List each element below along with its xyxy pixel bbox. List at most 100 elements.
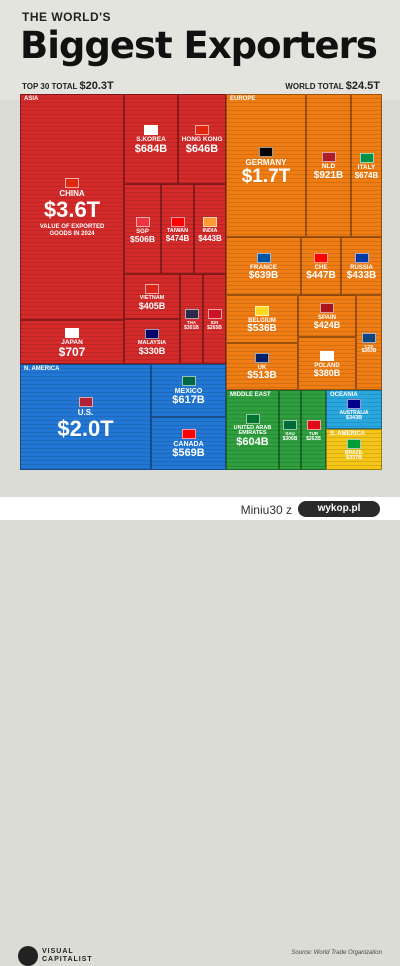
tile-label: ITALY $674B	[352, 153, 381, 180]
flag-canada-icon	[181, 429, 196, 439]
tile-label: AUSTRALIA $343B	[327, 399, 381, 422]
country-name: CANADA	[173, 441, 204, 448]
country-name: JAPAN	[61, 338, 83, 346]
tile-label: THA $301B	[181, 309, 202, 331]
flag-united-arab-emirates-icon	[245, 413, 260, 424]
country-value: $443B	[198, 233, 222, 243]
flag-nld-icon	[321, 152, 336, 162]
brand-line2: CAPITALIST	[42, 955, 93, 963]
country-value: $405B	[138, 300, 166, 311]
country-name: VIETNAM	[139, 295, 165, 301]
country-name: BRAZIL	[344, 450, 364, 456]
wykop-logo-icon: wykop.pl	[298, 501, 380, 517]
tile-malaysia: MALAYSIA $330B	[124, 319, 180, 364]
tile-sau: SAU $306B	[279, 390, 301, 470]
flag-idn-icon	[207, 309, 222, 319]
region-label-n-america: N. AMERICA	[24, 366, 60, 372]
tile-italy: ITALY $674B	[351, 94, 382, 237]
flag-hong-kong-icon	[195, 125, 209, 135]
tile-label: POLAND $380B	[299, 350, 355, 379]
flag-japan-icon	[65, 327, 79, 338]
tile-label: RUSSIA $433B	[342, 252, 381, 282]
country-value: $283B	[361, 348, 377, 355]
flag-mexico-icon	[181, 376, 196, 386]
world-value: $24.5T	[345, 80, 380, 92]
tile-label: CHE $447B	[302, 252, 340, 282]
tile-india: INDIA $443B	[194, 184, 226, 274]
tile-label: CANADA $569B	[152, 429, 225, 460]
country-value: $684B	[134, 142, 168, 155]
country-value: $674B	[354, 170, 379, 180]
country-name: POLAND	[314, 362, 340, 369]
country-name: CZE	[364, 343, 374, 349]
country-name: TAIWAN	[166, 228, 189, 234]
visual-capitalist-logo-icon	[18, 946, 38, 966]
flag-poland-icon	[320, 350, 334, 361]
country-value: $1.7T	[241, 165, 291, 187]
flag-belgium-icon	[255, 305, 269, 316]
tile-spain: SPAIN $424B	[298, 295, 356, 337]
tile-australia: AUSTRALIA $343B	[326, 390, 382, 429]
tile-label: TUR $262B	[302, 420, 325, 442]
tile-russia: RUSSIA $433B	[341, 237, 382, 295]
country-value: $921B	[313, 169, 344, 181]
flag-che-icon	[314, 252, 328, 263]
flag-spain-icon	[320, 303, 334, 313]
tile-germany: GERMANY $1.7T	[226, 94, 306, 237]
country-name: INDIA	[202, 228, 218, 234]
region-label-s-america: S. AMERICA	[330, 431, 366, 437]
country-name: U.S.	[77, 407, 94, 417]
country-name: FRANCE	[249, 263, 278, 271]
tile-sgp: SGP $506B	[124, 184, 161, 274]
tile-label: UNITED ARAB EMIRATES $604B	[227, 413, 278, 449]
tile-brazil: BRAZIL $337B	[326, 429, 382, 470]
flag-australia-icon	[347, 399, 361, 409]
country-name: NLD	[321, 163, 336, 170]
country-value: $330B	[138, 345, 166, 356]
country-value: $639B	[248, 270, 279, 282]
tile-label: GERMANY $1.7T	[227, 146, 305, 187]
region-label-oceania: OCEANIA	[330, 392, 358, 398]
country-name: HONG KONG	[181, 136, 223, 143]
country-value: $433B	[346, 269, 377, 281]
tile-mexico: MEXICO $617B	[151, 364, 226, 417]
tile-label: SPAIN $424B	[299, 303, 355, 331]
tile-label: U.S. $2.0T	[21, 396, 150, 440]
tile-label: MEXICO $617B	[152, 376, 225, 407]
tile-label: VIETNAM $405B	[125, 284, 179, 311]
region-label-asia: ASIA	[24, 96, 39, 102]
tile-cze: CZE $283B	[356, 295, 382, 390]
country-value: $513B	[247, 370, 277, 382]
country-value: $707	[58, 345, 86, 360]
tile-vietnam: VIETNAM $405B	[124, 274, 180, 319]
tile-taiwan: TAIWAN $474B	[161, 184, 194, 274]
pre-title: THE WORLD'S	[22, 10, 112, 24]
tile-label: JAPAN $707	[21, 327, 123, 360]
tile-label: NLD $921B	[307, 152, 350, 181]
flag-india-icon	[203, 217, 217, 227]
flag-sau-icon	[283, 420, 297, 430]
country-name: TUR	[308, 431, 319, 436]
tile-label: HONG KONG $646B	[179, 125, 225, 155]
region-label-middle-east: MIDDLE EAST	[230, 392, 271, 398]
tile-s-korea: S.KOREA $684B	[124, 94, 178, 184]
header: THE WORLD'S Biggest Exporters TOP 30 TOT…	[0, 0, 400, 100]
tile-label: INDIA $443B	[195, 217, 225, 243]
tile-tha: THA $301B	[180, 274, 203, 364]
flag-malaysia-icon	[145, 329, 159, 339]
country-value: $646B	[185, 142, 219, 155]
tile-label: BELGIUM $536B	[227, 305, 297, 335]
source-note: Source: World Trade Organization	[291, 950, 382, 956]
tile-label: FRANCE $639B	[227, 252, 300, 282]
flag-china-icon	[65, 178, 79, 188]
country-value: $380B	[313, 367, 341, 378]
flag-tur-icon	[306, 420, 321, 430]
tile-label: S.KOREA $684B	[125, 125, 177, 155]
country-name: BELGIUM	[248, 317, 276, 324]
top30-total: TOP 30 TOTAL $20.3T	[22, 80, 114, 92]
country-value: $506B	[129, 233, 156, 244]
watermark-text: Miniu30 z	[240, 503, 292, 517]
tile-label: CZE $283B	[357, 332, 381, 355]
flag-cze-icon	[362, 332, 376, 343]
flag-italy-icon	[359, 153, 374, 163]
